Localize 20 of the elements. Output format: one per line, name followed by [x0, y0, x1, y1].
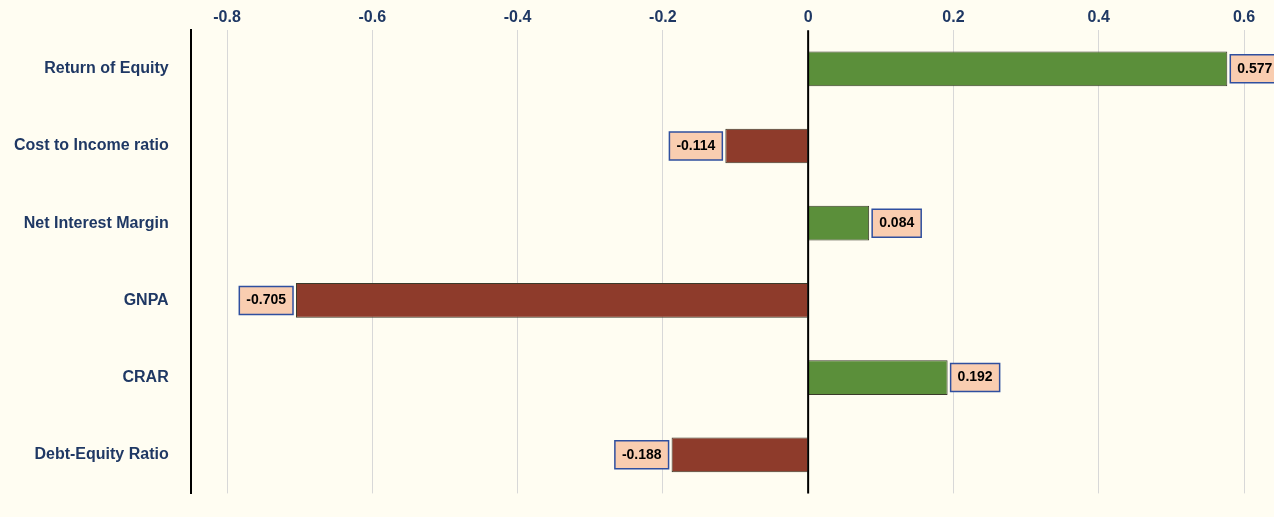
x-tick-label: -0.8: [213, 8, 241, 26]
data-label: 0.084: [879, 214, 915, 231]
x-tick-label: 0.2: [942, 8, 965, 26]
y-tick-label: GNPA: [123, 290, 170, 308]
x-tick-label: 0: [803, 8, 813, 26]
y-tick-label: Cost to Income ratio: [13, 136, 169, 154]
x-tick-label: -0.2: [649, 8, 677, 26]
data-label: -0.114: [676, 136, 716, 153]
data-label: 0.577: [1237, 59, 1273, 76]
y-tick-label: Return of Equity: [44, 59, 169, 77]
x-tick-label: 0.4: [1087, 8, 1110, 26]
x-tick-label: -0.6: [358, 8, 387, 26]
x-tick-label: -0.4: [503, 8, 532, 26]
y-tick-label: Net Interest Margin: [23, 213, 169, 231]
y-tick-label: Debt-Equity Ratio: [34, 445, 169, 463]
data-label: -0.705: [246, 291, 287, 308]
x-tick-label: 0.6: [1232, 8, 1256, 26]
y-tick-label: CRAR: [122, 368, 170, 386]
data-label: -0.188: [621, 445, 662, 462]
data-label: 0.192: [957, 368, 993, 385]
